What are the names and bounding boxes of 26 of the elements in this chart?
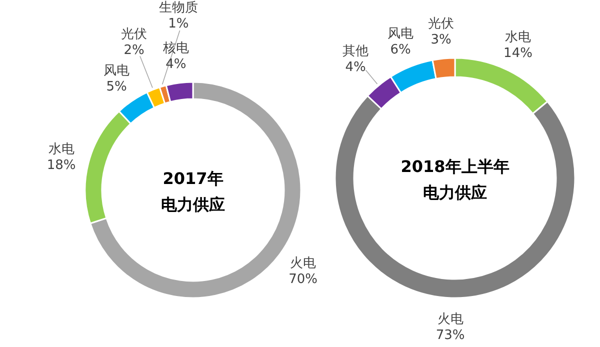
data-label: 14% <box>504 46 532 62</box>
slice-label: 核电 <box>162 41 189 56</box>
data-label: 3% <box>430 32 452 48</box>
slice-label: 水电 <box>505 30 532 46</box>
slice-label: 水电 <box>48 142 74 158</box>
data-label: 18% <box>46 158 76 174</box>
text: 2017年 <box>162 169 224 188</box>
slice-label: 生物质 <box>158 0 198 16</box>
slice-label: 风电 <box>104 64 130 79</box>
data-label: 70% <box>288 272 318 287</box>
slice-label: 光伏 <box>428 16 454 32</box>
text: 电力供应 <box>423 183 487 202</box>
text: 2018年上半年 <box>400 157 510 176</box>
data-label: 2% <box>124 43 144 58</box>
text: 电力供应 <box>161 195 225 214</box>
data-label: 4% <box>345 60 366 75</box>
slice-label: 风电 <box>388 26 414 42</box>
data-label: 6% <box>390 42 411 58</box>
slice-label: 光伏 <box>121 27 148 42</box>
data-label: 5% <box>106 80 127 95</box>
data-label: 4% <box>166 57 186 72</box>
slice-label: 火电 <box>290 256 316 271</box>
slice-label: 其他 <box>342 44 369 59</box>
data-label: 1% <box>168 16 189 32</box>
slice-label: 火电 <box>437 312 464 327</box>
data-label: 73% <box>436 328 465 343</box>
